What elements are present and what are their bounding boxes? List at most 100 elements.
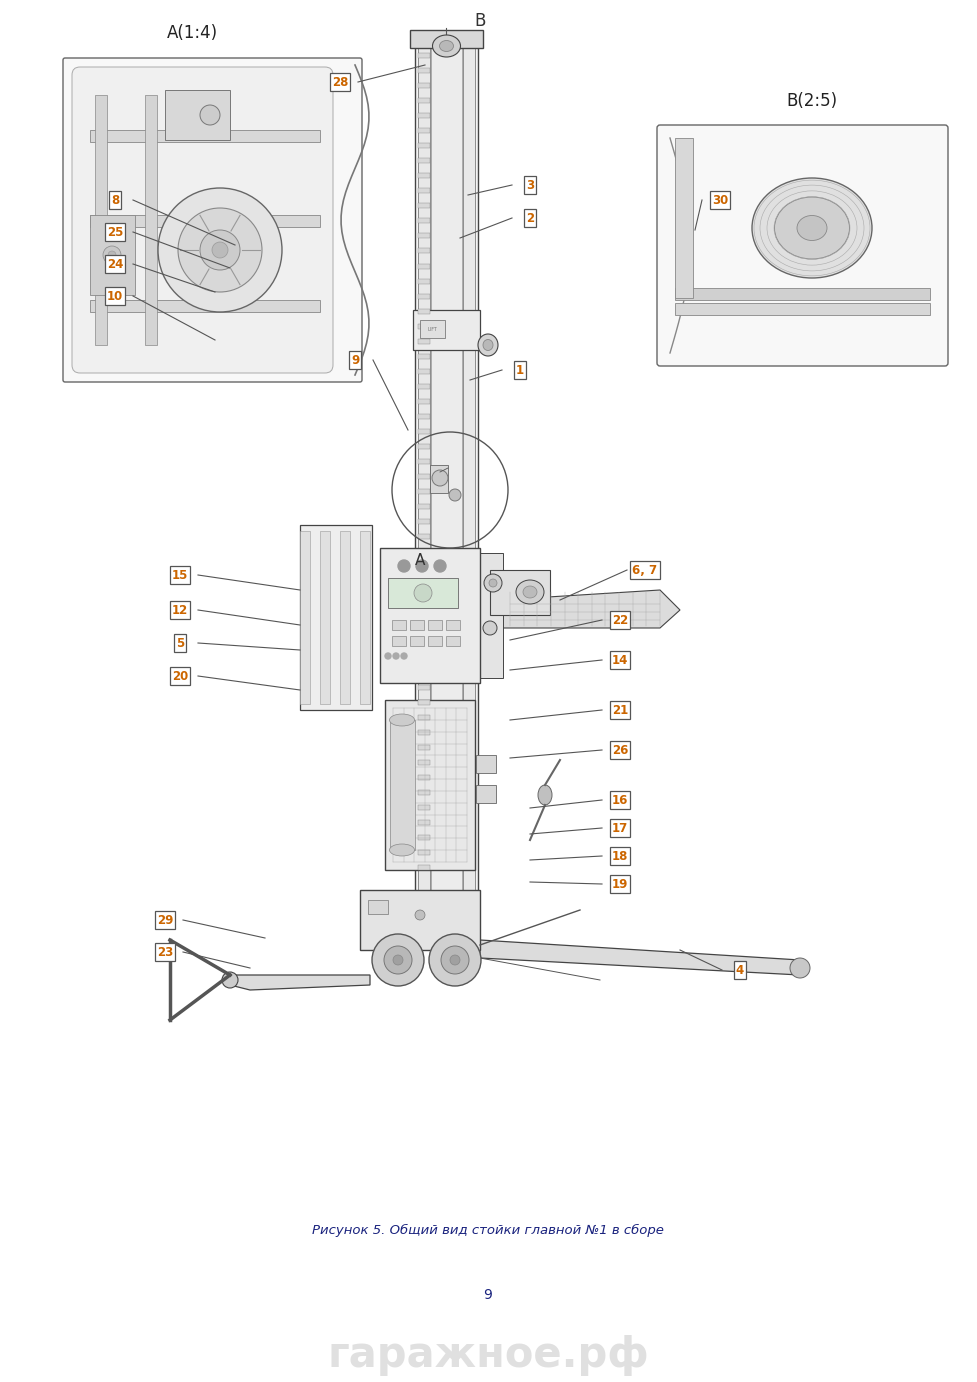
Bar [418, 714, 430, 720]
Circle shape [393, 955, 403, 965]
Ellipse shape [516, 580, 544, 604]
Text: Рисунок 5. Общий вид стойки главной №1 в сборе: Рисунок 5. Общий вид стойки главной №1 в… [312, 1223, 664, 1237]
Bar [95, 95, 107, 346]
Text: 9: 9 [351, 354, 360, 366]
Circle shape [790, 958, 810, 978]
Text: 25: 25 [106, 225, 123, 239]
Bar [418, 549, 430, 554]
Circle shape [450, 955, 460, 965]
Bar [418, 865, 430, 871]
Bar [418, 413, 430, 419]
Bar [380, 549, 480, 683]
Circle shape [416, 560, 428, 572]
Bar [428, 636, 442, 645]
Bar [392, 621, 406, 630]
Bar [418, 203, 430, 209]
Ellipse shape [483, 340, 493, 351]
Ellipse shape [523, 586, 537, 598]
Circle shape [200, 229, 240, 269]
Bar [418, 249, 430, 253]
Circle shape [212, 242, 228, 258]
Circle shape [434, 560, 446, 572]
Circle shape [484, 574, 502, 591]
Bar [418, 745, 430, 749]
Ellipse shape [797, 216, 827, 240]
Text: 30: 30 [712, 193, 728, 206]
Circle shape [489, 579, 497, 587]
Bar [418, 159, 430, 163]
Text: 6, 7: 6, 7 [632, 564, 658, 576]
Bar [446, 636, 460, 645]
Bar [360, 890, 480, 949]
Bar [418, 113, 430, 117]
Bar [420, 321, 445, 339]
Bar [392, 636, 406, 645]
Bar [418, 279, 430, 283]
Text: гаражное.рф: гаражное.рф [327, 1334, 649, 1376]
Text: 12: 12 [172, 604, 189, 616]
Text: A(1:4): A(1:4) [166, 23, 218, 41]
Text: B(2:5): B(2:5) [786, 93, 837, 111]
Text: 5: 5 [176, 637, 184, 650]
Bar [390, 720, 415, 850]
Bar [340, 531, 350, 703]
Bar [418, 264, 430, 268]
Circle shape [449, 489, 461, 502]
Bar [463, 43, 475, 940]
FancyBboxPatch shape [72, 66, 333, 373]
Text: 23: 23 [157, 945, 173, 959]
Bar [430, 464, 448, 493]
Bar [418, 730, 430, 735]
Text: A: A [415, 553, 425, 568]
Bar [431, 43, 462, 940]
Bar [418, 459, 430, 464]
Bar [478, 553, 503, 679]
Bar [418, 804, 430, 810]
Text: 22: 22 [612, 614, 628, 626]
Text: 8: 8 [110, 193, 119, 206]
Text: 4: 4 [736, 963, 744, 977]
Bar [490, 569, 550, 615]
Ellipse shape [103, 246, 121, 264]
Bar [418, 535, 430, 539]
Circle shape [384, 947, 412, 974]
Bar [418, 699, 430, 705]
Bar [675, 138, 693, 299]
Bar [145, 95, 157, 346]
Text: 16: 16 [612, 793, 628, 807]
Circle shape [432, 470, 448, 486]
Text: 10: 10 [106, 289, 123, 303]
Bar [415, 37, 478, 945]
Text: 9: 9 [484, 1288, 492, 1302]
Bar [418, 354, 430, 359]
FancyBboxPatch shape [657, 124, 948, 366]
Bar [428, 621, 442, 630]
Bar [418, 594, 430, 600]
Bar [418, 339, 430, 344]
Bar [418, 188, 430, 193]
Circle shape [401, 654, 407, 659]
Bar [418, 474, 430, 480]
Circle shape [441, 947, 469, 974]
Bar [418, 98, 430, 104]
Ellipse shape [433, 35, 460, 57]
Bar [418, 609, 430, 615]
Text: 19: 19 [612, 878, 628, 890]
Text: 2: 2 [526, 211, 534, 224]
Bar [675, 303, 930, 315]
Ellipse shape [752, 178, 872, 278]
Bar [418, 144, 430, 148]
Text: 18: 18 [612, 850, 628, 862]
Text: 21: 21 [612, 703, 628, 716]
Bar [418, 835, 430, 840]
Bar [90, 216, 135, 294]
Bar [418, 655, 430, 659]
Text: 3: 3 [526, 178, 534, 192]
Bar [410, 636, 424, 645]
Bar [418, 323, 430, 329]
Circle shape [372, 934, 424, 985]
Bar [418, 520, 430, 524]
Ellipse shape [200, 105, 220, 124]
Circle shape [429, 934, 481, 985]
Circle shape [483, 621, 497, 634]
